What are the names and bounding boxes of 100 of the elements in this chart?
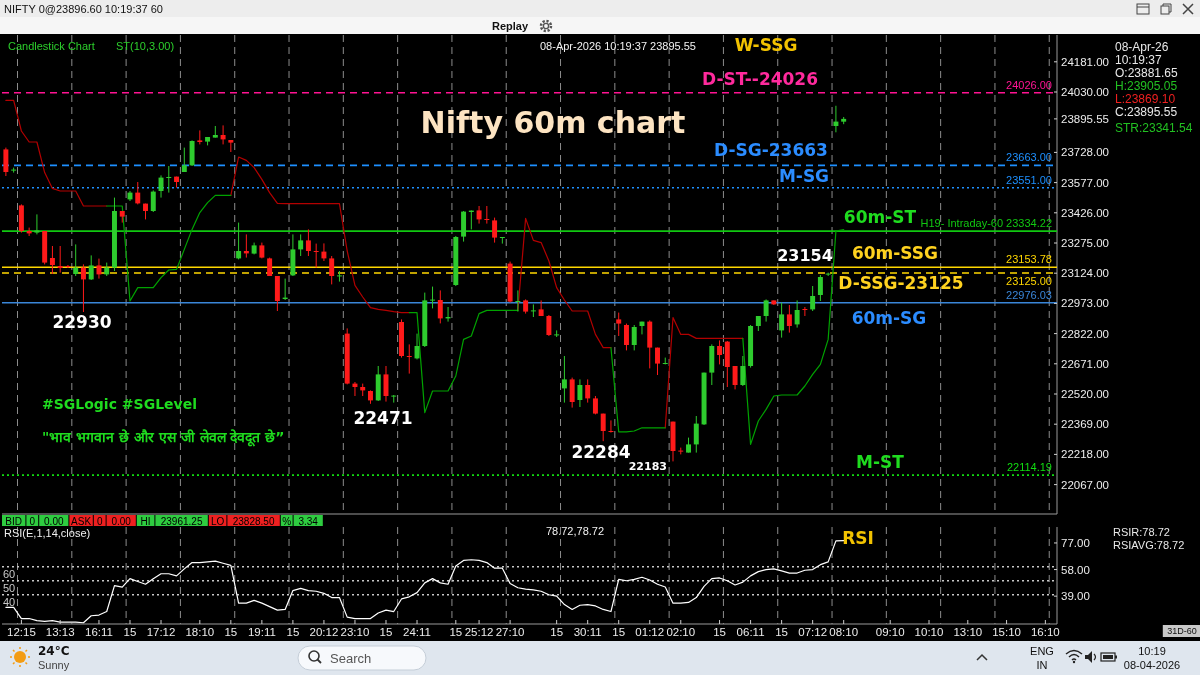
annotation: 60m-SG [851,307,927,328]
text: 10:19 [1138,645,1166,657]
annotation: D-SG-23663 [714,140,828,161]
x-tick-label: 20:12 [309,626,339,638]
annotation: 08-Apr-2026 10:19:37 23895.55 [540,40,696,52]
ref-line-label: 23551.00 [1006,173,1052,186]
ref-line-label: 23125.00 [1006,275,1052,287]
y-tick-label: 24030.00 [1061,86,1109,98]
ref-line-label: 22976.03 [1006,288,1052,301]
y-tick-label: 22822.00 [1061,327,1109,340]
annotation: 23154 [777,245,833,265]
annotation: M-ST [856,452,905,473]
text: ENG [1030,645,1054,657]
text: 23961.25 [160,515,203,527]
text: IN [1036,659,1048,671]
y-tick-label: 23895.55 [1061,112,1109,125]
y-tick-label: 24181.00 [1061,55,1109,68]
text: ASK [71,515,92,527]
x-tick-label: 18:10 [185,626,215,638]
text: 31D-60 [1167,626,1197,636]
x-tick-label: 15 [775,626,789,638]
x-tick-label: 27:10 [495,626,525,638]
x-tick-label: 19:11 [247,626,276,638]
text: HI [140,515,151,527]
text: Sunny [38,659,70,671]
annotation: 78.72,78.72 [545,525,605,537]
y-tick-label: 22973.00 [1061,297,1109,310]
x-tick-label: 09:10 [875,626,905,638]
text: 0 [29,515,36,527]
x-tick-label: 15 [550,626,564,638]
x-tick-label: 25:12 [464,626,494,638]
ref-line-label: 50 [3,581,16,594]
text: 0 [96,515,103,527]
annotation: 22284 [571,442,631,463]
text: H:23905.05 [1115,79,1178,93]
y-tick-label: 23577.00 [1061,176,1109,189]
text: BID [5,515,23,527]
x-tick-label: 01:12 [635,626,665,638]
text: 3.34 [298,515,319,527]
annotation: RSI [842,528,874,548]
y-tick-label: 23728.00 [1061,146,1109,159]
y-tick-label: 23124.00 [1061,267,1109,280]
x-tick-label: 13:13 [45,626,75,638]
text: 23828.50 [232,515,275,527]
annotation: 60m-SSG [851,243,939,264]
chart-title: RSI(E,1,14,close) [4,527,91,539]
x-tick-label: 15:10 [992,626,1021,638]
y-tick-label: 23426.00 [1061,206,1109,219]
annotation: W-SSG [734,35,798,55]
x-tick-label: 24:11 [403,626,431,638]
x-tick-label: 12:15 [7,626,36,638]
x-tick-label: 15 [379,626,393,638]
text: 08-04-2026 [1123,659,1181,671]
y-tick-label: 22520.00 [1061,388,1109,400]
annotation: "भाव भगवान छे और एस जी लेवल देवदूत छे” [42,429,285,447]
text: L:23869.10 [1115,92,1176,106]
annotation: 22930 [52,312,112,332]
x-tick-label: 16:11 [85,626,113,638]
text: 0.00 [44,515,64,527]
ref-line-label: 60 [3,567,16,580]
text: NIFTY 0@23896.60 10:19:37 60 [4,3,163,15]
y-tick-label: 58.00 [1061,563,1090,576]
annotation: ST(10,3.00) [116,40,175,52]
y-tick-label: 22369.00 [1061,418,1109,431]
text: STR:23341.54 [1115,121,1193,135]
text: 24°C [38,644,70,658]
x-tick-label: 10:10 [914,626,944,638]
ref-line-label: 23663.00 [1006,151,1052,164]
ref-line-label: 22114.19 [1006,461,1052,474]
annotation: Candlestick Chart [8,40,95,52]
x-tick-label: 06:11 [736,626,765,638]
y-tick-label: 77.00 [1061,536,1090,549]
ref-line-label: H19- Intraday-60 23334.22 [920,217,1052,230]
x-tick-label: 30:11 [573,626,602,638]
text: Search [330,650,372,666]
y-tick-label: 22067.00 [1061,478,1109,491]
y-tick-label: 39.00 [1061,590,1090,603]
annotation: D-SSG-23125 [838,273,964,293]
y-tick-label: 23275.00 [1061,237,1109,249]
x-tick-label: 15 [449,626,463,638]
ref-line-label: 40 [3,595,16,608]
text: C:23895.55 [1115,105,1178,119]
x-tick-label: 08:10 [829,626,859,638]
text: O:23881.65 [1115,66,1179,80]
text: Nifty 60m chart [420,104,686,140]
x-tick-label: 15 [286,626,300,638]
ref-line-label: 23153.78 [1006,253,1052,266]
y-tick-label: 22671.00 [1061,357,1109,370]
x-tick-label: 17:12 [146,626,176,638]
x-tick-label: 23:10 [340,626,370,638]
text: 08-Apr-26 [1115,40,1169,54]
text: Replay [492,20,529,32]
annotation: M-SG [778,165,830,186]
text: 0.00 [111,515,132,527]
text: RSIAVG:78.72 [1113,539,1185,551]
x-tick-label: 15 [224,626,238,638]
annotation: 60m-ST [843,207,917,228]
annotation: 22471 [353,407,413,428]
x-tick-label: 13:10 [953,626,983,638]
x-tick-label: 16:10 [1030,626,1060,638]
